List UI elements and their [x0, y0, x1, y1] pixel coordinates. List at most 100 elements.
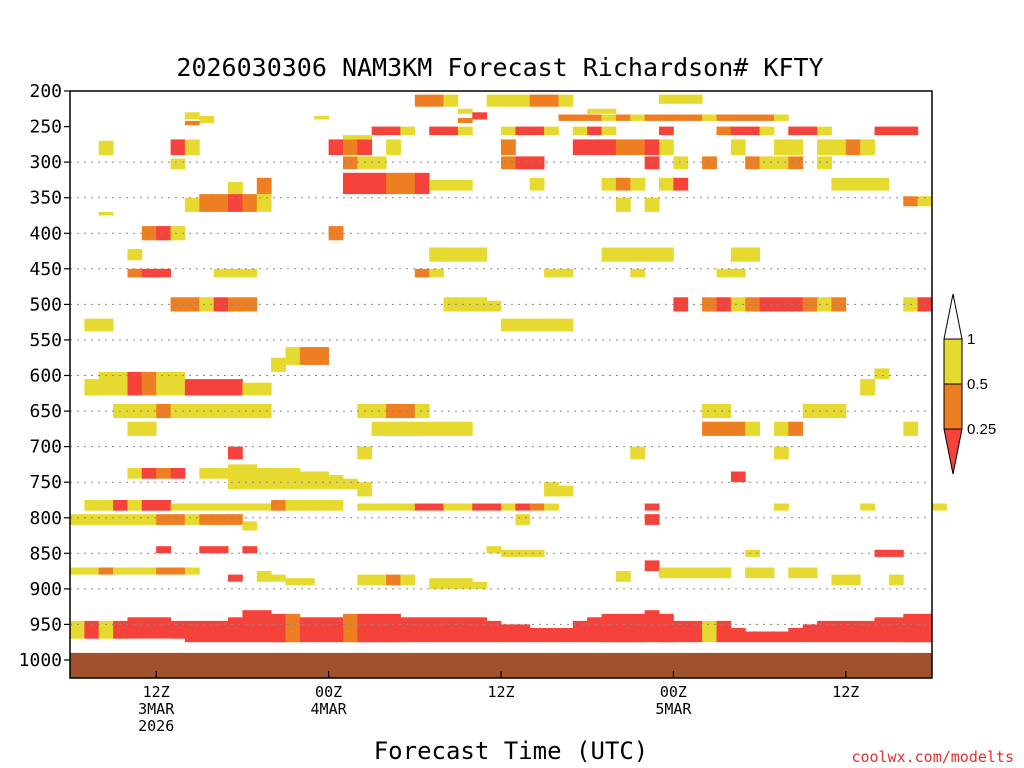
heat-cell [84, 514, 100, 525]
heat-cell [156, 514, 171, 525]
heat-cell [558, 318, 574, 332]
heat-cell [515, 126, 531, 136]
heat-cell [716, 567, 732, 579]
heat-cell [630, 268, 646, 278]
heat-cell [357, 482, 373, 497]
heat-cell [357, 574, 373, 586]
heat-cell [774, 503, 789, 511]
heat-cell [659, 567, 674, 579]
credit-text: coolwx.com/modelts [851, 748, 1014, 766]
heat-cell [141, 567, 157, 575]
x-axis-label: Forecast Time (UTC) [374, 737, 649, 765]
heat-cell [730, 628, 746, 643]
heat-cell [831, 403, 847, 419]
heat-cell [529, 628, 545, 643]
heat-cell [544, 628, 559, 643]
y-tick-label: 400 [29, 223, 62, 244]
heat-cell [386, 126, 401, 136]
heat-cell [817, 620, 832, 643]
heat-cell [601, 114, 617, 121]
heat-cell [615, 139, 631, 155]
heat-cell [299, 500, 315, 511]
heat-cell [299, 578, 315, 586]
y-tick-label: 850 [29, 543, 62, 564]
heat-cell [98, 500, 114, 511]
heat-cell [845, 139, 861, 155]
heat-cell [673, 177, 689, 191]
heat-cell [888, 617, 904, 643]
heat-cell [644, 514, 660, 525]
heat-cell [903, 421, 919, 436]
heat-cell [745, 297, 760, 312]
heat-cell [558, 114, 574, 121]
heat-cell [386, 613, 401, 643]
heat-cell [659, 613, 674, 643]
heat-cell [299, 347, 315, 365]
heat-cell [874, 126, 890, 136]
heat-cell [659, 126, 674, 136]
heat-cell [242, 503, 258, 511]
heat-cell [759, 297, 775, 312]
heat-cell [457, 578, 473, 589]
heat-cell [831, 177, 847, 191]
heat-cell [874, 368, 890, 380]
y-tick-label: 550 [29, 330, 62, 351]
heat-cell [213, 468, 229, 479]
heat-cell [127, 500, 143, 511]
y-axis: 200 250 300 350 400 450 500 550 600 650 700 750 800 8… [19, 81, 70, 671]
heat-cell [845, 177, 861, 191]
heat-cell [256, 194, 272, 212]
y-tick-label: 300 [29, 152, 62, 173]
heat-cell [817, 156, 832, 170]
heat-cell [501, 156, 516, 170]
y-tick-label: 900 [29, 579, 62, 600]
x-tick-label: 00Z [315, 683, 342, 701]
heat-cell [659, 114, 674, 121]
heat-cell [213, 514, 229, 525]
heat-cell [357, 503, 373, 511]
heat-cell [184, 197, 200, 212]
heat-cell [156, 546, 171, 554]
heat-cell [774, 421, 789, 436]
heat-cell [486, 503, 502, 511]
heat-cell [774, 114, 789, 121]
heat-cell [788, 567, 804, 579]
heat-cell [199, 514, 215, 525]
heat-cell [242, 382, 258, 396]
heat-cell [400, 574, 416, 586]
heat-cell [702, 156, 717, 170]
heat-cell [831, 620, 847, 643]
heat-cell [328, 500, 344, 511]
heat-cell [544, 482, 559, 497]
heat-cell [529, 177, 545, 191]
heat-cell [429, 578, 444, 589]
heat-cell [903, 613, 919, 643]
heat-cell [256, 503, 272, 511]
heat-cell [141, 403, 157, 419]
heat-cell [228, 297, 243, 312]
heat-cell [716, 421, 732, 436]
heat-cell [759, 631, 775, 643]
heat-cell [242, 268, 258, 278]
heat-cell [659, 247, 674, 262]
heat-cell [615, 613, 631, 643]
heat-cell [759, 567, 775, 579]
heat-cell [788, 156, 804, 170]
heat-cell [242, 546, 258, 554]
heat-cell [888, 126, 904, 136]
heat-cell [242, 610, 258, 643]
heat-cell [141, 268, 157, 278]
heat-cell [170, 503, 186, 511]
heat-cell [874, 177, 890, 191]
heat-cell [113, 514, 128, 525]
heat-cell [572, 126, 588, 136]
heat-cell [170, 297, 186, 312]
heat-cell [572, 114, 588, 121]
heat-cell [199, 468, 215, 479]
heat-cell [687, 567, 703, 579]
heat-cell [673, 114, 689, 121]
y-tick-label: 750 [29, 472, 62, 493]
heat-cell [529, 156, 545, 170]
heat-cell [443, 617, 459, 643]
heat-cell [529, 318, 545, 332]
